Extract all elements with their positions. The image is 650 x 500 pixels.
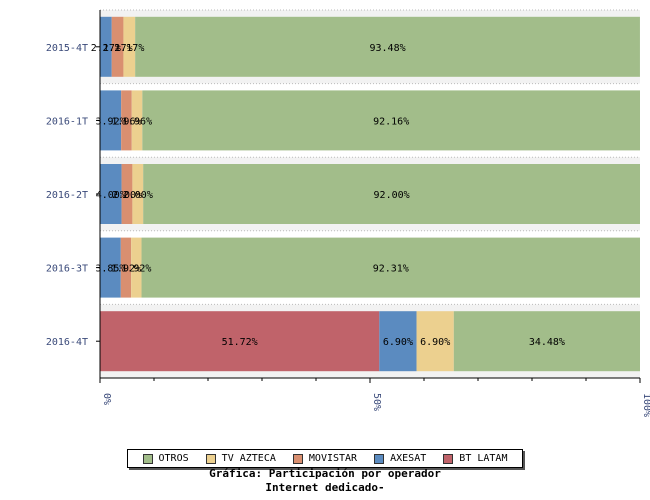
bar-segment — [100, 90, 122, 151]
x-tick-label: 0% — [101, 393, 112, 405]
data-label: 2.00% — [112, 190, 142, 201]
bar-segment — [131, 90, 143, 151]
y-tick-label: 2016-2T — [46, 190, 88, 201]
chart-caption: Gráfica: Participación por operador Inte… — [0, 467, 650, 495]
bar-segment — [142, 90, 640, 151]
legend-label: AXESAT — [390, 453, 427, 464]
legend-item: TV AZTECA — [205, 453, 276, 464]
data-label: 6.90% — [383, 337, 413, 348]
data-label: 6.90% — [420, 337, 450, 348]
x-tick-label: 100% — [641, 393, 650, 417]
data-label: 1.92% — [121, 264, 151, 275]
data-label: 51.72% — [222, 337, 258, 348]
bar-segment — [120, 237, 132, 298]
legend-item: AXESAT — [374, 453, 426, 464]
bar-segment — [100, 311, 380, 372]
legend-label: TV AZTECA — [221, 453, 276, 464]
bar-segment — [143, 164, 640, 224]
legend: OTROS TV AZTECA MOVISTAR AXESAT BT LATAM — [127, 449, 523, 468]
bar-segment — [123, 16, 136, 77]
bar-segment — [121, 164, 133, 224]
data-label: 1.92% — [111, 264, 141, 275]
legend-label: MOVISTAR — [308, 453, 358, 464]
data-label: 1.96% — [122, 116, 152, 127]
legend-swatch — [443, 453, 454, 464]
bar-segment — [100, 16, 112, 77]
y-tick-label: 2016-3T — [46, 264, 88, 275]
data-label: 1.96% — [111, 116, 141, 127]
legend-label: OTROS — [158, 453, 189, 464]
bar-segment — [100, 237, 121, 298]
legend-item: MOVISTAR — [292, 453, 358, 464]
caption-line-2: Internet dedicado- — [265, 481, 385, 494]
bar-segment — [135, 16, 640, 77]
data-label: 93.48% — [369, 43, 405, 54]
bar-segment — [121, 90, 132, 151]
data-label: 4.00% — [96, 190, 126, 201]
legend-swatch — [374, 453, 385, 464]
bar-segment — [416, 311, 454, 372]
data-label: 34.48% — [529, 337, 565, 348]
data-label: 92.16% — [373, 116, 409, 127]
bar-segment — [379, 311, 417, 372]
data-label: 92.00% — [374, 190, 410, 201]
data-label: 3.85% — [95, 264, 125, 275]
bar-segment — [132, 164, 144, 224]
data-label: 92.31% — [373, 264, 409, 275]
legend-label: BT LATAM — [459, 453, 508, 464]
legend-item: BT LATAM — [443, 453, 507, 464]
x-tick-label: 50% — [371, 393, 382, 411]
data-label: 2.17% — [91, 43, 121, 54]
y-tick-label: 2016-4T — [46, 337, 88, 348]
data-label: 2.17% — [103, 43, 133, 54]
legend-item: OTROS — [142, 453, 189, 464]
legend-swatch — [292, 453, 303, 464]
legend-swatch — [142, 453, 153, 464]
bar-segment — [453, 311, 640, 372]
data-label: 3.92% — [96, 116, 126, 127]
bar-segment — [131, 237, 142, 298]
bar-segment — [111, 16, 124, 77]
bar-segment — [141, 237, 640, 298]
bar-segment — [100, 164, 122, 224]
legend-swatch — [205, 453, 216, 464]
y-tick-label: 2015-4T — [46, 43, 88, 54]
caption-line-1: Gráfica: Participación por operador — [209, 467, 441, 480]
data-label: 2.00% — [123, 190, 153, 201]
y-tick-label: 2016-1T — [46, 116, 88, 127]
data-label: 2.17% — [114, 43, 144, 54]
